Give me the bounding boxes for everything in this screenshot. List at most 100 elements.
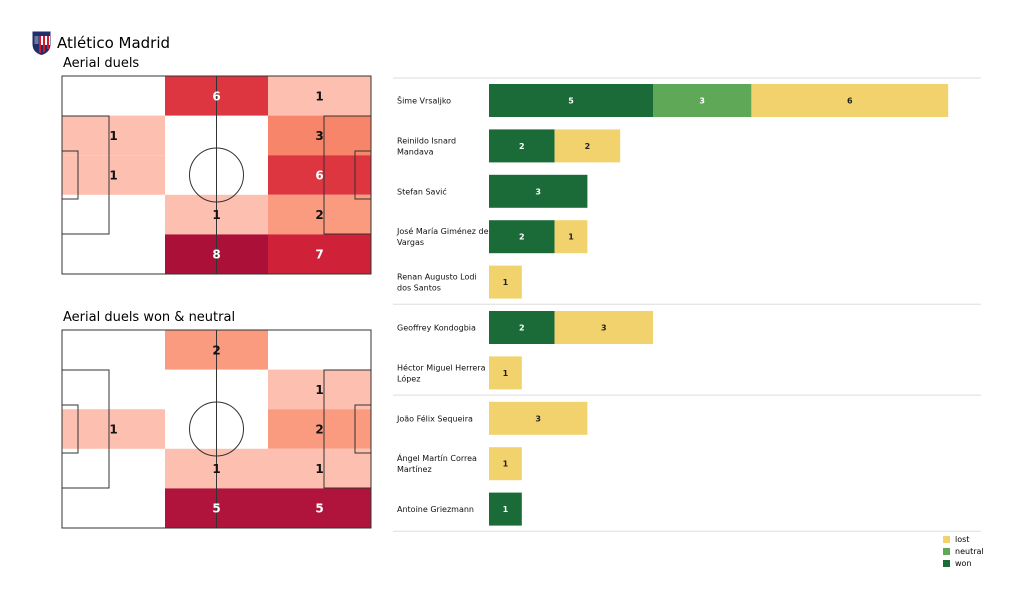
bar-segment-lost	[489, 401, 588, 435]
heat-value-label: 1	[315, 462, 323, 476]
heat-cell	[268, 115, 371, 156]
heat-value-label: 2	[315, 208, 323, 222]
heat-value-label: 2	[315, 423, 323, 437]
team-header: Atlético Madrid	[32, 31, 170, 55]
bar-value-label: 2	[519, 142, 525, 151]
heat-value-label: 6	[315, 169, 323, 183]
bar-segment-won	[489, 220, 555, 254]
heat-value-label: 1	[109, 129, 117, 143]
legend-swatch-won	[943, 559, 950, 567]
heat-value-label: 5	[212, 502, 220, 516]
heat-value-label: 1	[109, 169, 117, 183]
heat-value-label: 1	[109, 423, 117, 437]
bar-value-label: 1	[503, 278, 509, 287]
player-name-label: Reinildo Isnard	[397, 136, 456, 145]
bar-segment-won	[489, 84, 653, 117]
legend-swatch-lost	[943, 535, 950, 543]
left-goal-box	[61, 404, 79, 454]
team-name: Atlético Madrid	[57, 34, 171, 52]
right-goal-box	[354, 150, 372, 200]
heat-cell	[268, 155, 371, 195]
bar-segment-lost	[554, 311, 653, 344]
heat-value-label: 3	[315, 129, 323, 143]
heat-cell	[62, 409, 165, 449]
player-name-label: Héctor Miguel Herrera	[397, 362, 486, 372]
center-circle	[189, 401, 244, 457]
aerial-duels-title: Aerial duels	[63, 56, 140, 71]
bar-value-label: 3	[535, 187, 541, 196]
player-bar-chart: Šime Vrsaljko 5 3 6 Reinildo Isnard Mandava 2 2…	[393, 77, 981, 532]
heat-value-label: 1	[212, 462, 220, 476]
left-goal-box	[61, 150, 79, 200]
heat-cell	[268, 76, 371, 116]
heat-cell	[62, 115, 165, 156]
bar-value-label: 2	[585, 142, 591, 151]
player-name-label: Ángel Martín Correa	[397, 452, 477, 463]
bar-segment-lost	[489, 356, 522, 390]
heat-value-label: 2	[212, 343, 220, 357]
heat-value-label: 8	[212, 248, 220, 262]
player-name-label: Geoffrey Kondogbia	[397, 324, 476, 333]
player-name-label: Vargas	[397, 238, 424, 247]
pitch-aerial-duels: 6 1 1 3 1 6 1 2 8 7	[61, 75, 372, 275]
player-name-label: López	[397, 373, 420, 383]
heat-value-label: 1	[315, 89, 323, 103]
heat-cell	[268, 409, 371, 449]
player-name-label: dos Santos	[397, 284, 441, 293]
team-crest-icon	[32, 31, 51, 55]
bar-segment-won	[489, 174, 588, 208]
bar-value-label: 1	[503, 369, 509, 378]
player-name-label: Martínez	[397, 465, 432, 474]
right-goal-box	[354, 404, 372, 454]
player-name-label: João Félix Sequeira	[396, 413, 473, 423]
heat-cell	[268, 194, 371, 235]
bar-value-label: 2	[519, 324, 525, 333]
player-name-label: Antoine Griezmann	[397, 505, 474, 514]
player-name-label: Mandava	[397, 147, 434, 156]
heat-value-label: 7	[315, 248, 323, 262]
won-neutral-title: Aerial duels won & neutral	[63, 310, 236, 325]
heat-value-label: 5	[315, 502, 323, 516]
legend: lost neutral won	[943, 533, 984, 569]
bar-segment-lost	[489, 447, 522, 481]
legend-label-neutral: neutral	[955, 546, 984, 556]
player-name-label: José María Giménez de	[396, 226, 489, 236]
legend-item-won: won	[943, 557, 984, 569]
legend-item-neutral: neutral	[943, 545, 984, 557]
bar-value-label: 6	[847, 97, 853, 106]
bar-value-label: 3	[535, 414, 541, 423]
bar-segment-won	[489, 492, 522, 526]
legend-label-lost: lost	[955, 534, 970, 544]
heat-value-label: 1	[212, 208, 220, 222]
heat-cell	[268, 488, 371, 528]
heat-cell	[62, 155, 165, 195]
player-name-label: Stefan Savić	[397, 186, 447, 196]
bar-value-label: 5	[568, 97, 574, 106]
heat-cell	[268, 448, 371, 489]
bar-segment-lost	[554, 220, 588, 254]
bar-value-label: 1	[503, 460, 509, 469]
bar-value-label: 3	[601, 324, 607, 333]
bar-value-label: 3	[699, 97, 705, 106]
bar-segment-neutral	[653, 84, 752, 117]
player-name-label: Renan Augusto Lodi	[397, 273, 477, 282]
legend-item-lost: lost	[943, 533, 984, 545]
center-circle	[189, 147, 244, 203]
bar-segment-lost	[554, 129, 621, 163]
bar-segment-lost	[489, 265, 522, 299]
bar-value-label: 1	[503, 505, 509, 514]
heat-value-label: 1	[315, 383, 323, 397]
pitch-won-neutral: 2 1 1 2 1 1 5 5	[61, 329, 372, 529]
bar-value-label: 2	[519, 233, 525, 242]
legend-label-won: won	[955, 558, 972, 568]
bar-value-label: 1	[568, 233, 574, 242]
player-name-label: Šime Vrsaljko	[397, 95, 451, 106]
legend-swatch-neutral	[943, 547, 950, 555]
bar-segment-lost	[751, 84, 949, 117]
bar-segment-won	[489, 311, 555, 344]
heat-cell	[268, 369, 371, 410]
heat-cell	[268, 234, 371, 274]
heat-value-label: 6	[212, 89, 220, 103]
bar-segment-won	[489, 129, 555, 163]
